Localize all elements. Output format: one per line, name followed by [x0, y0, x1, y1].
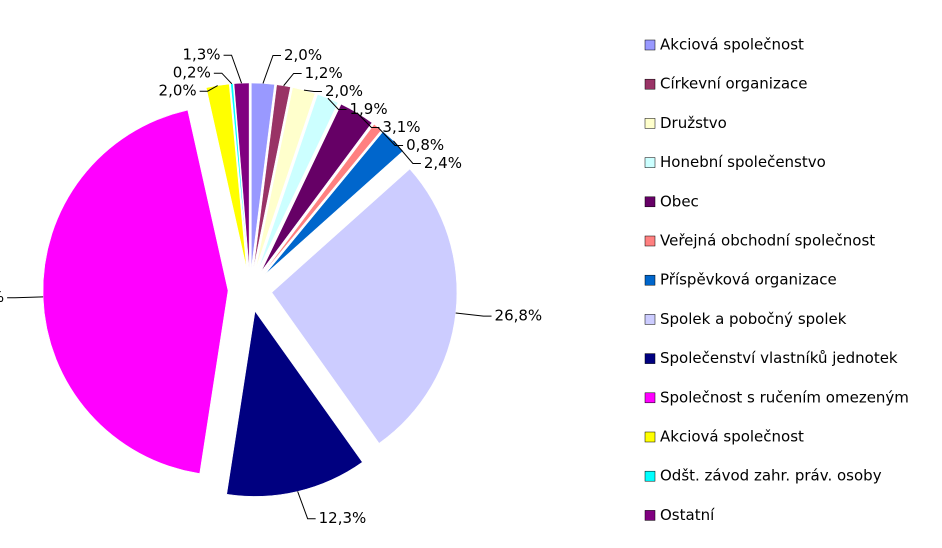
legend-label: Obec: [660, 192, 699, 210]
data-label: 0,8%: [406, 136, 444, 154]
data-label: 1,9%: [349, 100, 387, 118]
legend-label: Spolek a pobočný spolek: [660, 310, 847, 328]
legend-swatch: [644, 118, 656, 129]
legend-swatch: [644, 78, 656, 90]
legend-swatch: [644, 510, 656, 521]
legend-swatch: [644, 314, 656, 325]
legend-label: Příspěvková organizace: [660, 271, 837, 289]
leader-line: [303, 89, 322, 92]
leader-line: [356, 112, 380, 128]
leader-line: [199, 85, 218, 92]
data-label: 3,1%: [382, 118, 420, 136]
leader-line: [262, 54, 281, 84]
pie-slice: [253, 84, 291, 269]
data-label: 1,3%: [182, 46, 220, 64]
leader-line: [455, 312, 492, 317]
data-label: 2,0%: [325, 82, 363, 100]
legend-label: Ostatní: [660, 506, 715, 524]
leader-line: [297, 491, 316, 520]
leader-line: [213, 72, 233, 85]
legend-swatch: [644, 431, 656, 443]
data-label: 1,2%: [305, 64, 343, 82]
legend-label: Společenství vlastníků jednotek: [660, 349, 898, 367]
legend-label: Honební společenstvo: [660, 153, 826, 171]
leader-line: [377, 126, 404, 146]
legend-label: Akciová společnost: [660, 36, 804, 54]
legend-label: Družstvo: [660, 114, 727, 132]
legend-label: Akciová společnost: [660, 428, 804, 446]
pie-slice: [255, 87, 316, 269]
pie-slice: [265, 131, 404, 275]
data-label: 2,0%: [159, 82, 197, 100]
leader-line: [327, 97, 347, 110]
legend-swatch: [644, 353, 656, 364]
legend-swatch: [644, 470, 656, 482]
legend-label: Odšt. závod zahr. práv. osoby: [660, 467, 882, 485]
data-label: 2,4%: [424, 154, 462, 172]
legend-swatch: [644, 157, 656, 168]
legend-label: Veřejná obchodní společnost: [660, 232, 875, 250]
legend-swatch: [644, 196, 656, 208]
legend-swatch: [644, 39, 656, 51]
leader-line: [223, 54, 243, 84]
leader-line: [393, 140, 421, 164]
legend-label: Církevní organizace: [660, 75, 808, 93]
legend-swatch: [644, 235, 656, 247]
data-label: 26,8%: [495, 307, 543, 325]
data-label: 0,2%: [173, 64, 211, 82]
legend-swatch: [644, 274, 656, 286]
data-label: 2,0%: [284, 46, 322, 64]
pie-slice: [226, 310, 363, 497]
data-label: 44,1%: [0, 288, 4, 306]
legend-swatch: [644, 392, 656, 404]
pie-slice: [271, 168, 458, 444]
data-label: 12,3%: [319, 509, 367, 527]
pie-slice: [42, 109, 229, 474]
leader-line: [7, 296, 44, 299]
legend-label: Společnost s ručením omezeným: [660, 388, 909, 406]
leader-line: [283, 72, 302, 87]
